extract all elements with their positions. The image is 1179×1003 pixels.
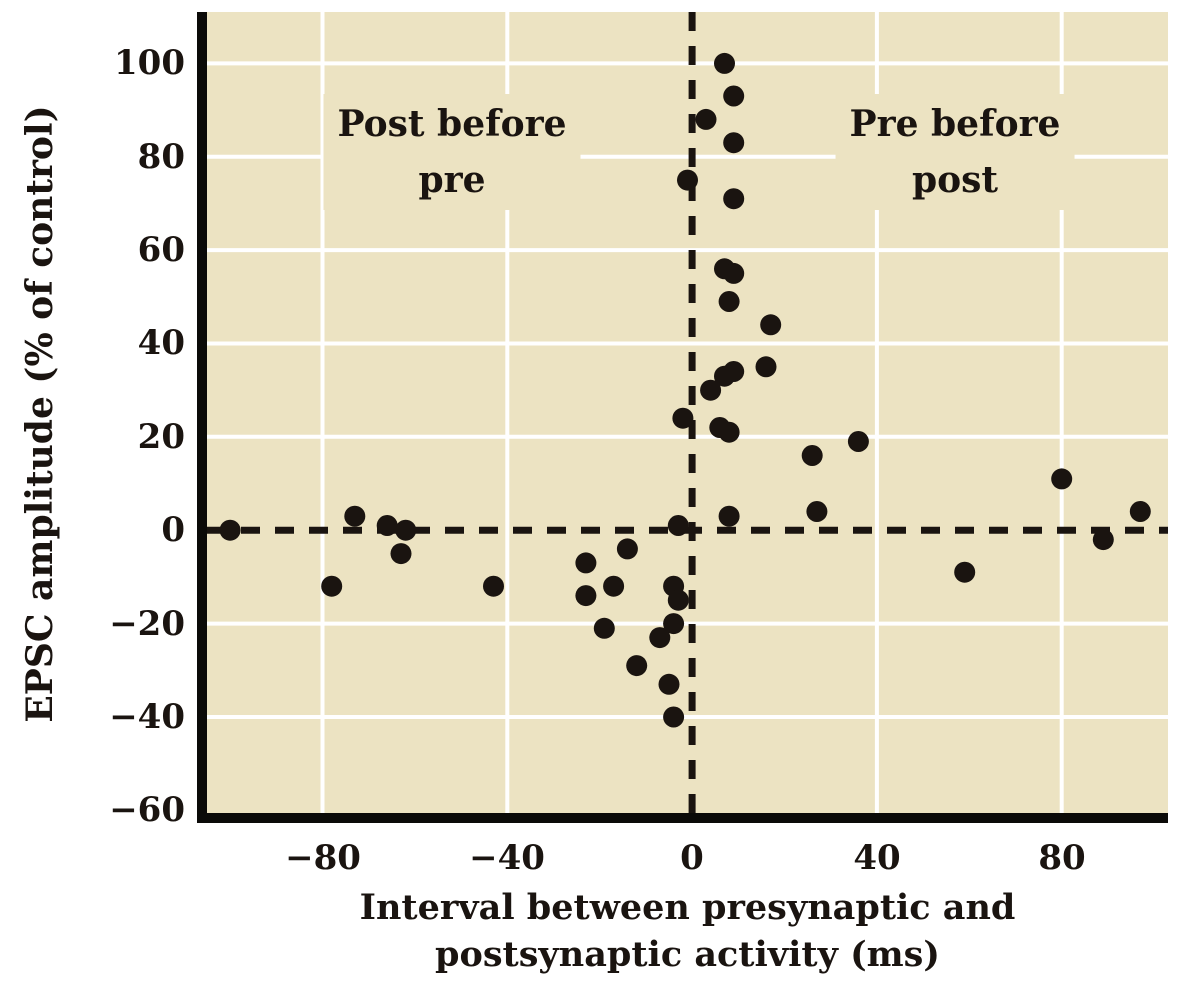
data-point bbox=[663, 613, 685, 635]
data-point bbox=[667, 589, 689, 611]
data-point bbox=[219, 519, 241, 541]
data-point bbox=[603, 575, 625, 597]
x-tick-label: 80 bbox=[1038, 838, 1086, 878]
data-point bbox=[695, 108, 717, 130]
x-axis-title-line1: Interval between presynaptic and bbox=[359, 887, 1016, 928]
data-point bbox=[575, 552, 597, 574]
data-point bbox=[718, 291, 740, 312]
data-point bbox=[667, 515, 689, 536]
data-point bbox=[760, 314, 782, 336]
y-tick-label: 40 bbox=[137, 323, 185, 363]
y-tick-label: 60 bbox=[137, 230, 185, 270]
data-point bbox=[321, 575, 343, 597]
data-point bbox=[1092, 529, 1114, 551]
y-axis-spine bbox=[197, 12, 207, 823]
data-point bbox=[801, 445, 823, 466]
annotation-line: post bbox=[911, 159, 999, 201]
x-tick-label: −40 bbox=[469, 838, 545, 878]
data-point bbox=[806, 501, 828, 522]
y-tick-label: 20 bbox=[137, 417, 185, 457]
annotation-line: pre bbox=[418, 159, 486, 201]
data-point bbox=[1129, 501, 1151, 522]
y-tick-label: −60 bbox=[109, 790, 185, 830]
data-point bbox=[626, 655, 648, 677]
data-point bbox=[723, 132, 745, 154]
data-point bbox=[677, 169, 698, 191]
x-tick-label: 0 bbox=[680, 838, 704, 878]
y-tick-label: −20 bbox=[109, 604, 185, 644]
annotation-post-before-pre: Post before pre bbox=[323, 94, 581, 210]
data-point bbox=[700, 379, 722, 401]
y-axis-title: EPSC amplitude (% of control) bbox=[19, 105, 61, 723]
x-axis-spine bbox=[197, 813, 1168, 823]
data-point bbox=[954, 561, 976, 583]
y-tick-label: 0 bbox=[161, 510, 185, 550]
data-point bbox=[847, 431, 869, 452]
data-point bbox=[723, 262, 745, 284]
data-point bbox=[718, 421, 740, 443]
data-point bbox=[616, 538, 638, 560]
data-point bbox=[649, 627, 671, 649]
x-axis-title-line2: postsynaptic activity (ms) bbox=[435, 934, 940, 975]
annotation-pre-before-post: Pre before post bbox=[835, 94, 1075, 210]
y-tick-label: 80 bbox=[137, 137, 185, 177]
x-tick-label: 40 bbox=[853, 838, 901, 878]
x-axis-title: Interval between presynaptic and postsyn… bbox=[207, 884, 1168, 978]
data-point bbox=[344, 505, 366, 527]
x-tick-label: −80 bbox=[285, 838, 361, 878]
y-tick-label: −40 bbox=[109, 697, 185, 737]
data-point bbox=[718, 505, 740, 527]
data-point bbox=[575, 585, 597, 607]
data-point bbox=[723, 85, 745, 107]
data-point bbox=[376, 515, 398, 536]
data-point bbox=[672, 407, 694, 429]
data-point bbox=[395, 519, 417, 541]
y-tick-label: 100 bbox=[114, 43, 185, 83]
data-point bbox=[755, 356, 777, 378]
data-point bbox=[390, 543, 412, 565]
data-point bbox=[723, 361, 745, 382]
annotation-line: Pre before bbox=[849, 103, 1061, 145]
data-point bbox=[723, 188, 745, 210]
data-point bbox=[1051, 468, 1073, 490]
data-point bbox=[593, 617, 615, 639]
data-point bbox=[714, 52, 735, 74]
data-point bbox=[663, 706, 685, 728]
data-point bbox=[483, 575, 504, 597]
annotation-line: Post before bbox=[337, 103, 567, 145]
data-point bbox=[658, 673, 680, 695]
